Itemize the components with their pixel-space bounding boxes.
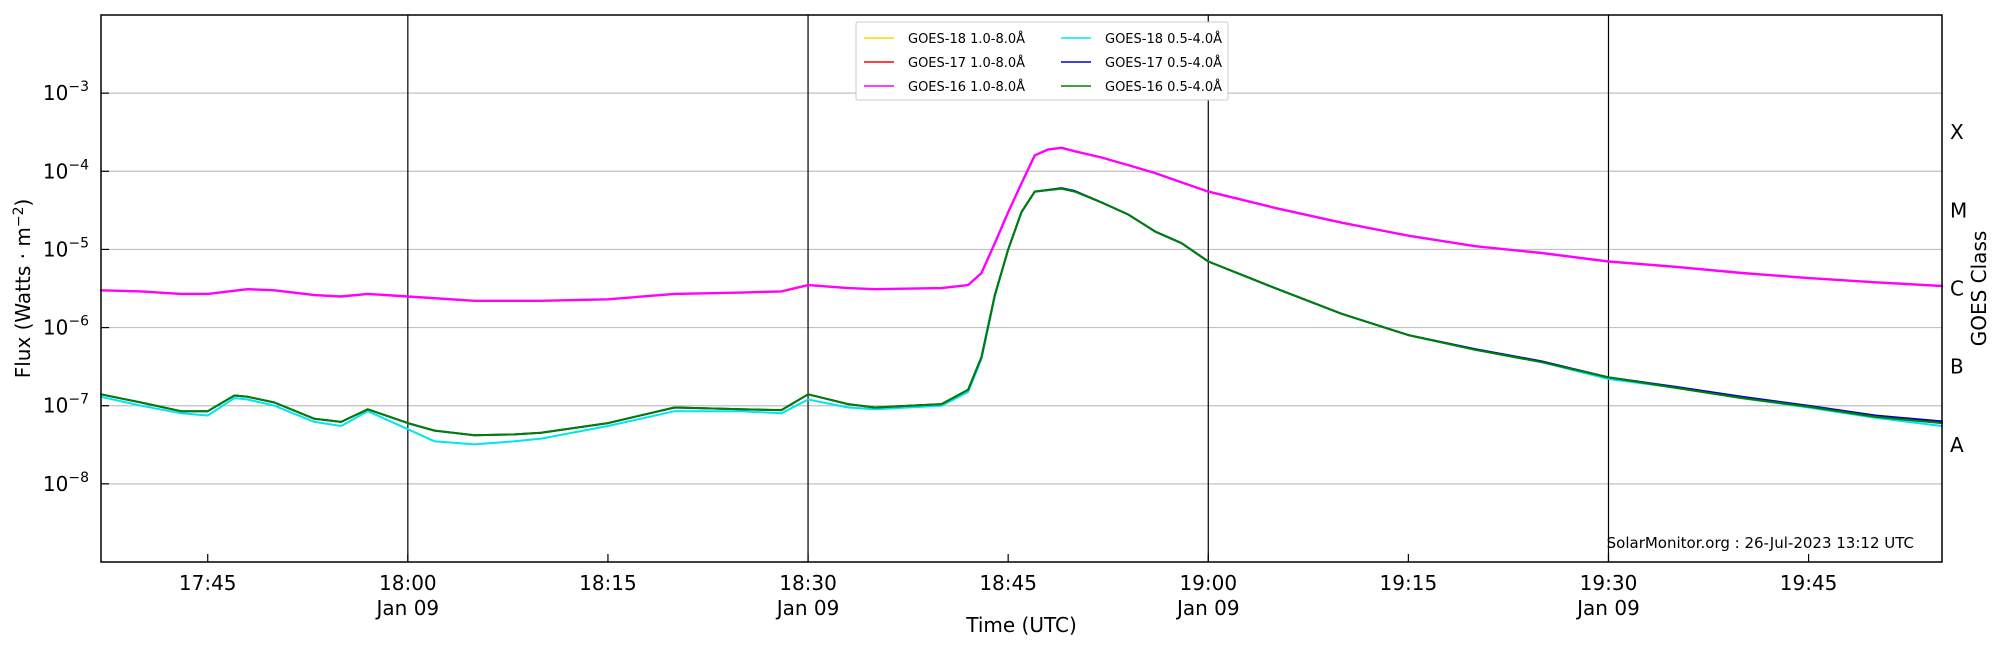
- goes-class-label: B: [1950, 355, 1964, 379]
- legend-label: GOES-18 1.0-8.0Å: [908, 31, 1025, 47]
- series-line: [100, 187, 1943, 437]
- y-tick-label: 10−7: [43, 392, 89, 418]
- y-axis-title-exp: −2: [11, 207, 27, 228]
- x-tick-label: 19:30: [1580, 571, 1638, 595]
- grid-layer: [101, 92, 1942, 485]
- series-layer: [99, 146, 1944, 446]
- legend-label: GOES-17 1.0-8.0Å: [908, 55, 1025, 71]
- goes-class-axis-title: GOES Class: [1967, 231, 1991, 347]
- y-axis-title-close: ): [11, 199, 35, 207]
- legend-label: GOES-16 0.5-4.0Å: [1105, 79, 1222, 95]
- legend-items: GOES-18 1.0-8.0Å GOES-17 1.0-8.0Å GOES-16 …: [864, 31, 1222, 95]
- legend: GOES-18 1.0-8.0Å GOES-17 1.0-8.0Å GOES-16 …: [855, 21, 1229, 101]
- y-tick-label: 10−4: [43, 157, 89, 183]
- series-line: [100, 187, 1943, 437]
- y-tick-label: 10−3: [43, 79, 89, 105]
- x-tick-sublabel: Jan 09: [1575, 596, 1640, 620]
- x-tick-label: 19:45: [1780, 571, 1838, 595]
- y-tick-label: 10−6: [43, 314, 89, 340]
- x-tick-label: 19:15: [1380, 571, 1438, 595]
- x-tick-label: 17:45: [179, 571, 237, 595]
- x-tick-label: 18:00: [379, 571, 437, 595]
- series-line: [99, 146, 1944, 302]
- y-tick-label: 10−8: [43, 470, 89, 496]
- watermark-text: SolarMonitor.org : 26-Jul-2023 13:12 UTC: [1607, 534, 1914, 552]
- legend-label: GOES-16 1.0-8.0Å: [908, 79, 1025, 95]
- x-tick-label: 18:15: [579, 571, 637, 595]
- y-axis-ticks: 10−8 10−7 10−6 10−5 10−4 10−3: [43, 79, 109, 496]
- x-tick-label: 18:30: [779, 571, 837, 595]
- legend-box: [855, 21, 1229, 101]
- goes-class-label: C: [1950, 277, 1964, 301]
- x-tick-sublabel: Jan 09: [375, 596, 440, 620]
- x-tick-sublabel: Jan 09: [775, 596, 840, 620]
- x-tick-sublabel: Jan 09: [1175, 596, 1240, 620]
- legend-label: GOES-17 0.5-4.0Å: [1105, 55, 1222, 71]
- x-tick-label: 19:00: [1179, 571, 1237, 595]
- goes-class-label: M: [1950, 198, 1967, 222]
- goes-class-label: A: [1950, 433, 1964, 457]
- day-divider-lines: [407, 15, 1610, 562]
- y-axis-title-main: Flux (Watts · m: [11, 227, 35, 378]
- legend-label: GOES-18 0.5-4.0Å: [1105, 31, 1222, 47]
- x-axis-title: Time (UTC): [965, 613, 1077, 637]
- plot-frame: [100, 14, 1943, 563]
- goes-class-labels: A B C M X: [1950, 120, 1967, 457]
- goes-class-label: X: [1950, 120, 1964, 144]
- x-tick-label: 18:45: [979, 571, 1037, 595]
- y-axis-title: Flux (Watts · m−2): [11, 199, 35, 379]
- y-tick-label: 10−5: [43, 235, 89, 261]
